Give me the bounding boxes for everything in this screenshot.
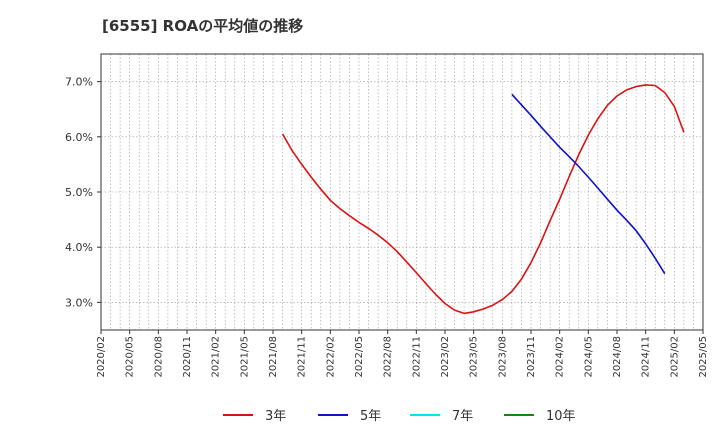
y-axis: 3.0% 4.0% 5.0% 6.0% 7.0% [65, 76, 101, 309]
x-tick-label: 2023/05 [469, 336, 480, 378]
y-tick-label: 5.0% [65, 186, 93, 199]
x-axis: 2020/02 2020/05 2020/08 2020/11 2021/02 2021/… [96, 330, 709, 378]
x-tick-label: 2022/02 [325, 336, 336, 378]
x-tick-label: 2021/05 [239, 336, 250, 378]
x-tick-label: 2022/08 [383, 336, 394, 378]
series-line-2 [511, 93, 666, 275]
x-tick-label: 2021/11 [297, 336, 308, 378]
x-tick-label: 2025/02 [669, 336, 680, 378]
legend-label: 7年 [452, 409, 473, 424]
x-tick-label: 2024/08 [612, 336, 623, 378]
legend-label: 3年 [265, 409, 286, 424]
x-tick-label: 2024/05 [583, 336, 594, 378]
x-tick-label: 2022/11 [411, 336, 422, 378]
x-tick-label: 2023/11 [526, 336, 537, 378]
x-tick-label: 2020/02 [96, 336, 107, 378]
series-line-1 [281, 84, 685, 315]
x-tick-label: 2023/02 [440, 336, 451, 378]
x-tick-label: 2021/02 [211, 336, 222, 378]
y-tick-label: 3.0% [65, 296, 93, 309]
grid [101, 54, 703, 330]
legend-label: 5年 [360, 409, 381, 424]
y-tick-label: 6.0% [65, 131, 93, 144]
legend-label: 10年 [546, 409, 576, 424]
x-tick-label: 2021/08 [268, 336, 279, 378]
x-tick-label: 2022/05 [354, 336, 365, 378]
series-lines [281, 84, 685, 315]
legend: 3年 5年 7年 10年 [223, 409, 576, 424]
chart-title: [6555] ROAの平均値の推移 [102, 17, 303, 35]
y-tick-label: 7.0% [65, 76, 93, 89]
x-tick-label: 2020/11 [182, 336, 193, 378]
x-tick-label: 2024/11 [641, 336, 652, 378]
x-tick-label: 2020/05 [125, 336, 136, 378]
x-tick-label: 2020/08 [153, 336, 164, 378]
x-tick-label: 2025/05 [698, 336, 709, 378]
x-tick-label: 2024/02 [555, 336, 566, 378]
x-tick-label: 2023/08 [497, 336, 508, 378]
y-tick-label: 4.0% [65, 241, 93, 254]
